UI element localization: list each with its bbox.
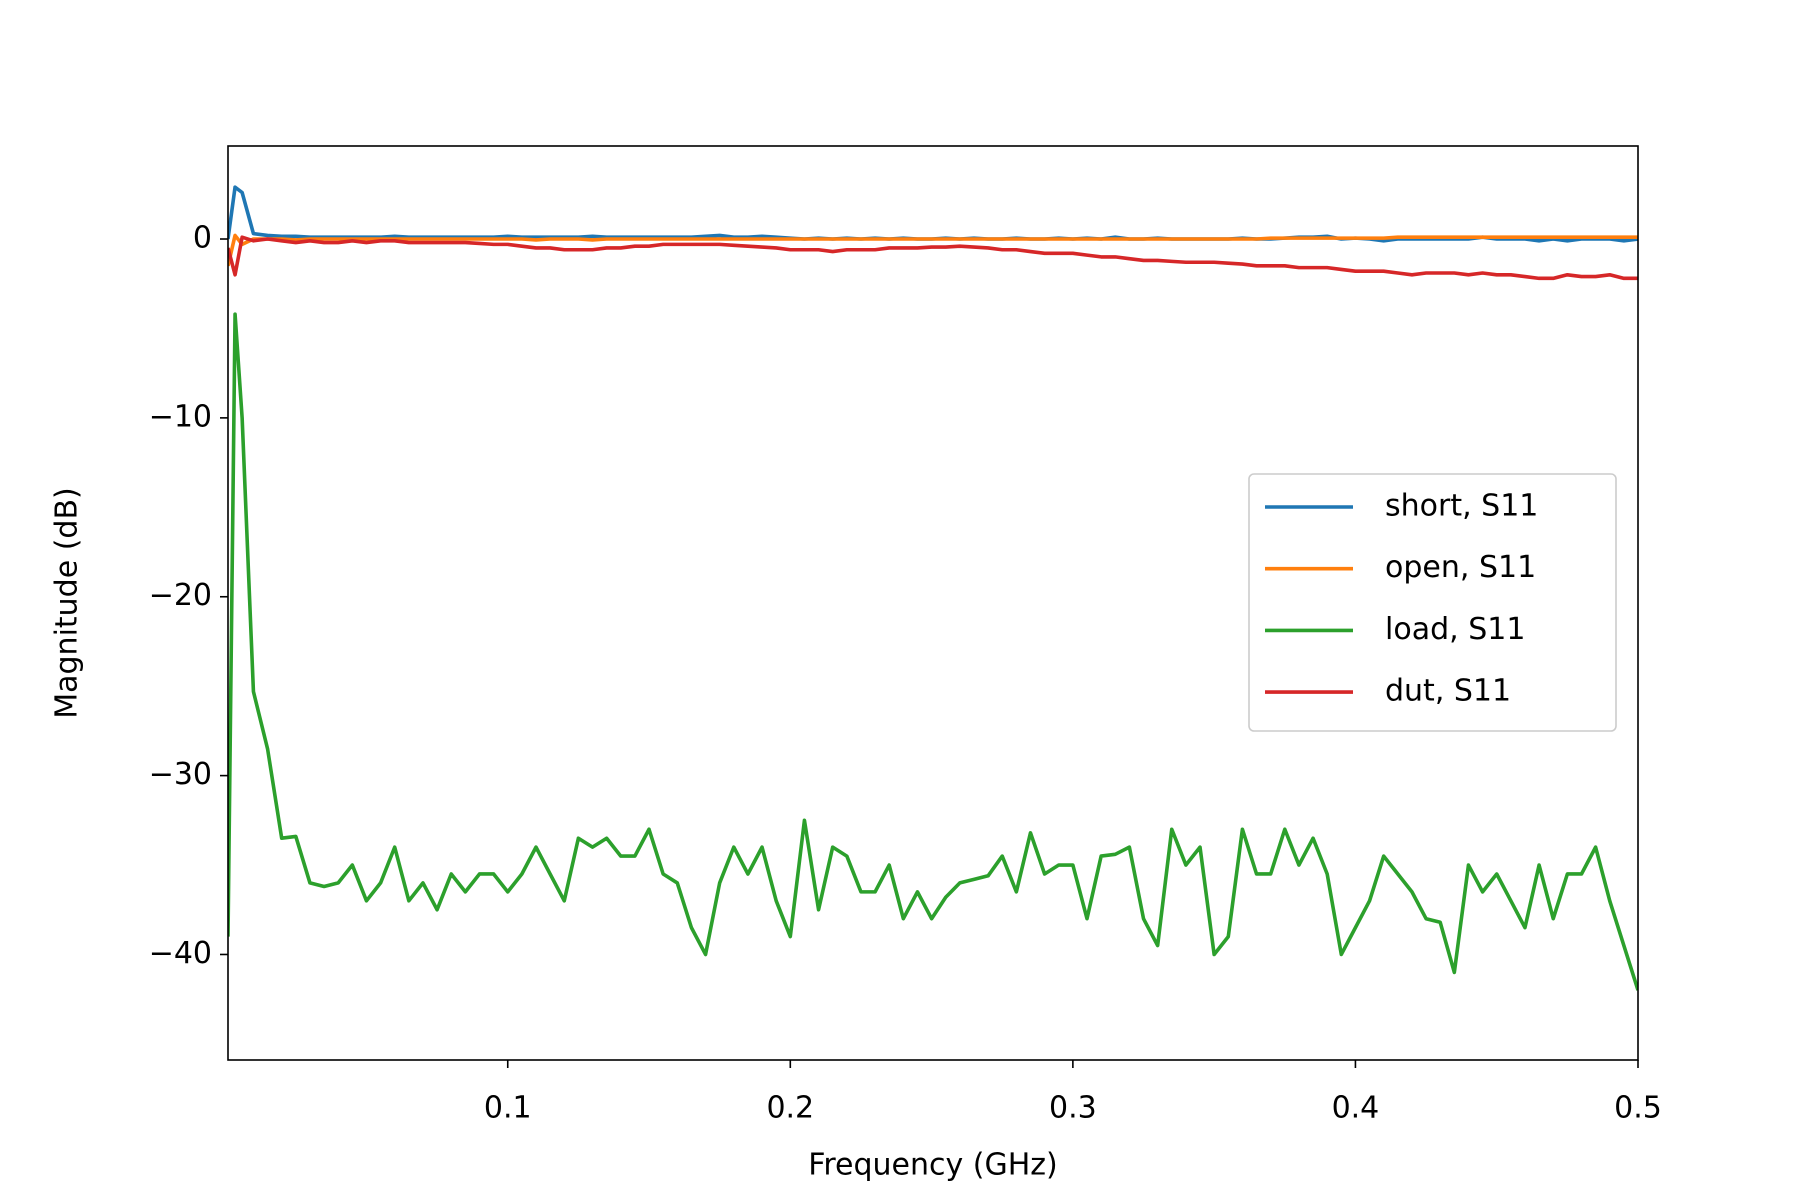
x-axis-label: Frequency (GHz) xyxy=(808,1148,1057,1183)
legend-label: short, S11 xyxy=(1385,489,1538,524)
series-line xyxy=(228,312,1638,991)
y-tick-label: −20 xyxy=(149,578,212,613)
x-tick-label: 0.1 xyxy=(484,1091,532,1126)
legend-label: open, S11 xyxy=(1385,550,1536,585)
plot-area xyxy=(228,185,1638,991)
series-line xyxy=(228,235,1638,281)
y-axis-label: Magnitude (dB) xyxy=(50,487,85,719)
x-tick-label: 0.2 xyxy=(766,1091,814,1126)
y-tick-label: −10 xyxy=(149,399,212,434)
series-line xyxy=(228,233,1638,267)
y-tick-label: −30 xyxy=(149,757,212,792)
axes-frame xyxy=(227,145,1639,1061)
x-tick-label: 0.4 xyxy=(1332,1091,1380,1126)
y-tick-label: −40 xyxy=(149,936,212,971)
legend-label: dut, S11 xyxy=(1385,674,1511,709)
x-tick-label: 0.5 xyxy=(1614,1091,1662,1126)
legend-box xyxy=(1248,473,1617,732)
x-tick-label: 0.3 xyxy=(1049,1091,1097,1126)
y-tick-label: 0 xyxy=(193,221,212,256)
legend-label: load, S11 xyxy=(1385,612,1525,647)
